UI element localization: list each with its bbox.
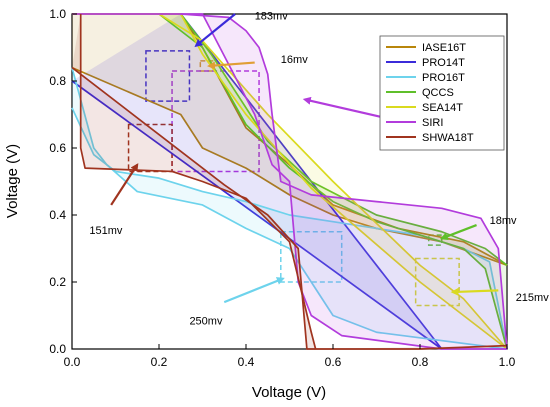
x-tick-label: 0.4 <box>238 355 255 369</box>
annotation-arrow-16mv <box>207 61 255 70</box>
series-fill-iase16t <box>72 14 507 266</box>
series-lines <box>71 13 508 350</box>
series-line-pro16t-lower <box>71 67 508 350</box>
annotation-label-183mv: 183mv <box>255 11 289 23</box>
y-tick-label: 0.0 <box>49 342 66 356</box>
series-line-iase16t-upper <box>71 66 508 267</box>
x-axis-title: Voltage (V) <box>252 384 326 401</box>
x-tick-label: 0.8 <box>412 355 429 369</box>
legend: IASE16T PRO14T PRO16T QCCS SEA14T SIRI SHWA18T <box>379 35 505 151</box>
axis-ticks: 0.0 0.2 0.4 0.6 0.8 1.0 0.0 0.2 0.4 0.6 0.8 1.0 <box>49 7 515 369</box>
x-tick-label: 1.0 <box>499 355 516 369</box>
y-tick-label: 0.2 <box>49 275 66 289</box>
legend-label-pro14t: PRO14T <box>422 57 465 69</box>
legend-label-siri: SIRI <box>422 117 443 129</box>
annotation-box-183mv <box>145 50 191 102</box>
annotation-label-151mv: 151mv <box>89 225 123 237</box>
annotation-box-215mv <box>414 257 460 307</box>
series-line-shwa18t-lower <box>71 66 508 350</box>
x-tick-label: 0.0 <box>64 355 81 369</box>
annotation-arrow-215mv <box>450 287 499 296</box>
series-line-pro14t-upper <box>71 80 443 350</box>
legend-label-pro16t: PRO16T <box>422 72 465 84</box>
annotation-arrow-18mv <box>439 224 477 241</box>
plot-frame <box>71 13 508 350</box>
y-tick-label: 0.4 <box>49 208 66 222</box>
annotation-arrow-183mv <box>194 13 236 48</box>
series-line-siri-upper <box>180 13 508 350</box>
legend-label-iase16t: IASE16T <box>422 42 466 54</box>
legend-label-sea14t: SEA14T <box>422 102 463 114</box>
legend-label-qccs: QCCS <box>422 87 454 99</box>
y-tick-label: 0.8 <box>49 74 66 88</box>
y-tick-label: 1.0 <box>49 7 66 21</box>
series-line-qccs-lower <box>72 13 508 266</box>
annotation-label-215mv: 215mv <box>516 292 550 304</box>
legend-label-shwa18t: SHWA18T <box>422 132 474 144</box>
x-tick-label: 0.6 <box>325 355 342 369</box>
series-line-shwa18t-upper <box>79 14 317 350</box>
annotation-label-250mv: 250mv <box>189 316 223 328</box>
y-axis-title: Voltage (V) <box>4 144 21 218</box>
series-line-siri-lower <box>72 13 507 350</box>
y-tick-label: 0.6 <box>49 141 66 155</box>
series-line-qccs-upper <box>72 13 508 350</box>
annotation-arrow-313mv <box>302 96 386 119</box>
series-fill-pro14t <box>72 14 442 349</box>
annotation-box-18mv <box>427 234 443 246</box>
series-fill-pro16t <box>72 67 507 349</box>
annotation-arrow-250mv <box>223 277 285 304</box>
annotation-label-18mv: 18mv <box>490 215 517 227</box>
annotation-label-16mv: 16mv <box>281 54 308 66</box>
annotation-arrow-151mv <box>110 163 139 206</box>
x-tick-label: 0.2 <box>151 355 168 369</box>
